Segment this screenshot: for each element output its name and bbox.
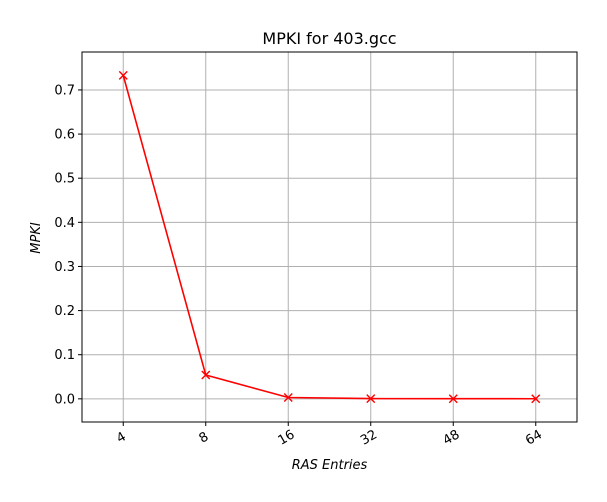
- marker-stroke: [531, 394, 541, 404]
- y-axis-ticks: 0.0 0.1 0.2 0.3 0.4 0.5 0.6 0.7: [54, 83, 82, 407]
- data-point-marker: [448, 394, 458, 404]
- x-tick-label: 16: [276, 427, 298, 448]
- series-layer: [118, 70, 541, 404]
- data-point-marker: [366, 394, 376, 404]
- y-tick-label: 0.4: [54, 216, 75, 231]
- y-tick-label: 0.6: [54, 128, 75, 143]
- x-tick-label: 32: [358, 427, 380, 448]
- marker-stroke: [201, 370, 211, 380]
- x-axis-label: RAS Entries: [292, 458, 368, 473]
- marker-stroke: [366, 394, 376, 404]
- data-point-marker: [201, 370, 211, 380]
- data-point-marker: [531, 394, 541, 404]
- marker-stroke: [448, 394, 458, 404]
- marker-stroke: [118, 70, 128, 80]
- y-tick-label: 0.7: [54, 83, 75, 98]
- y-tick-label: 0.2: [54, 304, 75, 319]
- grid-layer: [82, 52, 577, 422]
- axes-frame: [81, 51, 578, 423]
- data-point-marker: [283, 393, 293, 403]
- chart-title: MPKI for 403.gcc: [262, 29, 396, 48]
- data-point-marker: [118, 70, 128, 80]
- series-line: [122, 75, 536, 400]
- y-tick-label: 0.0: [54, 392, 75, 407]
- x-axis-ticks: 4 8 16 32 48 64: [114, 422, 545, 449]
- x-tick-label: 64: [523, 427, 545, 448]
- y-axis-label: MPKI: [29, 222, 44, 254]
- x-tick-label: 4: [114, 429, 129, 446]
- y-tick-label: 0.5: [54, 172, 75, 187]
- y-tick-label: 0.3: [54, 260, 75, 275]
- x-tick-label: 48: [441, 427, 463, 448]
- marker-stroke: [283, 393, 293, 403]
- x-tick-label: 8: [197, 429, 212, 446]
- y-tick-label: 0.1: [54, 348, 75, 363]
